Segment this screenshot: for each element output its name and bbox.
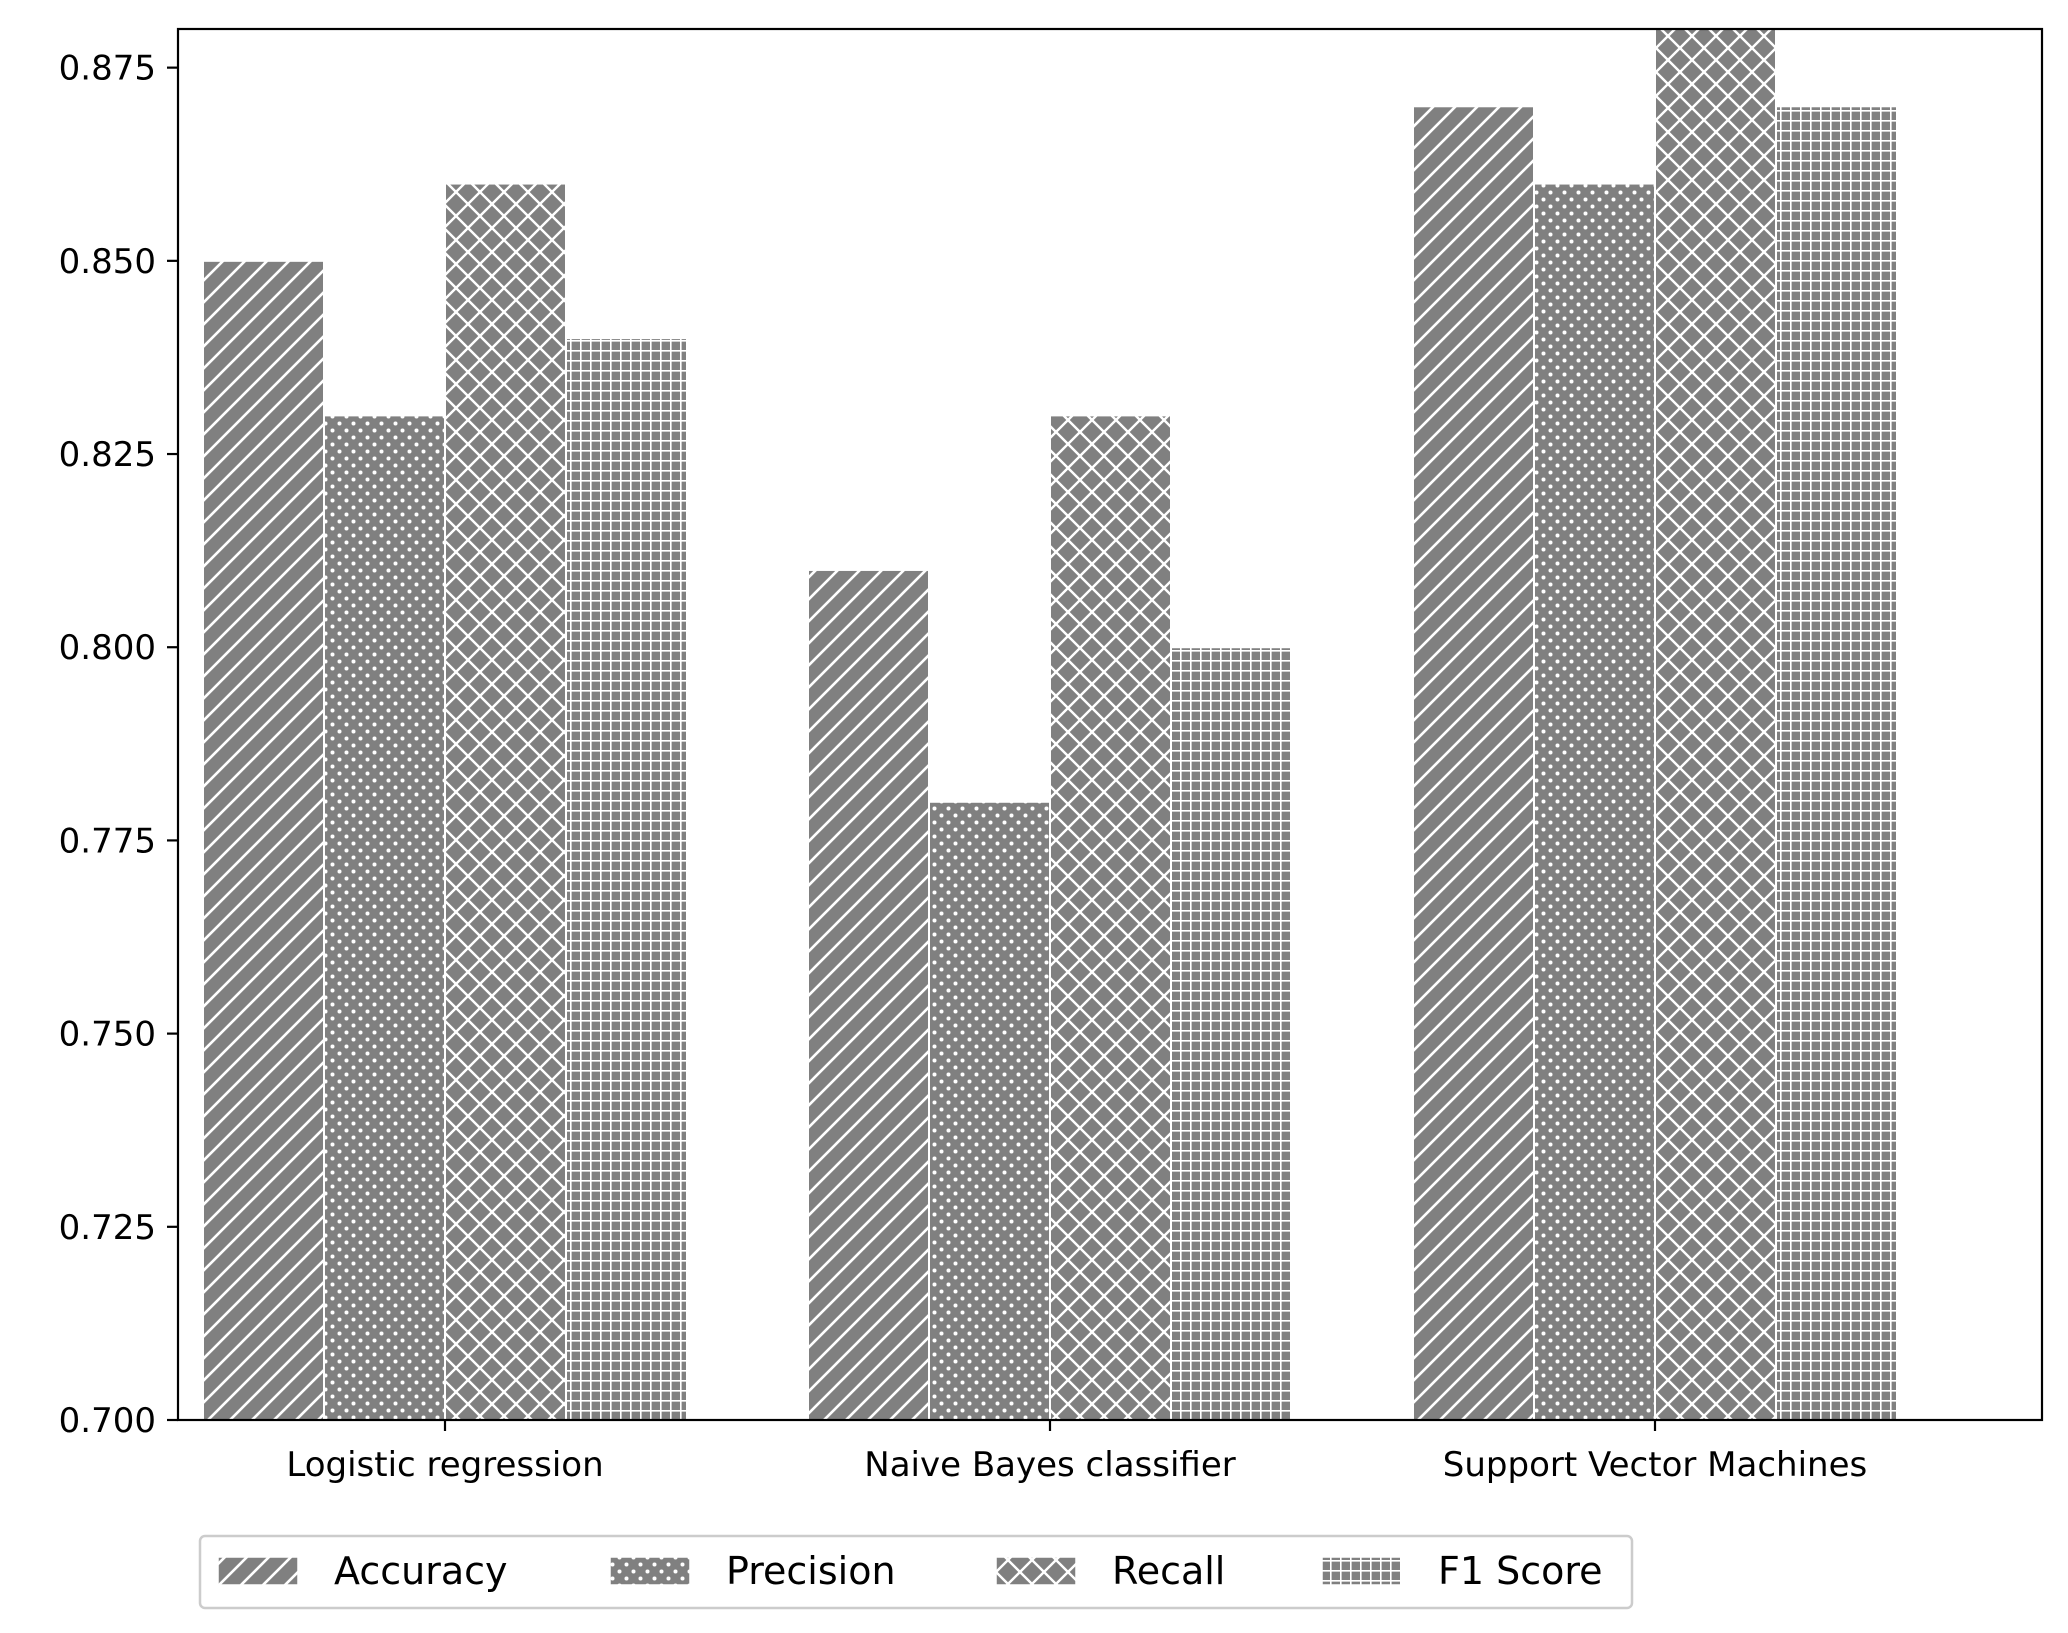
y-tick-label: 0.875: [59, 49, 156, 89]
legend-swatch: [217, 1556, 299, 1586]
legend-label: Accuracy: [334, 1549, 508, 1593]
bars: [202, 28, 1898, 1422]
legend-label: Precision: [726, 1549, 896, 1593]
x-tick-label: Support Vector Machines: [1443, 1445, 1867, 1485]
y-tick-label: 0.850: [59, 242, 156, 282]
legend-frame: [198, 1534, 1634, 1610]
legend-item-precision: Precision: [609, 1549, 896, 1593]
legend-item-f1-score: F1 Score: [1321, 1549, 1603, 1593]
legend-item-recall: Recall: [995, 1549, 1225, 1593]
legend-item-accuracy: Accuracy: [217, 1549, 508, 1593]
y-tick-label: 0.750: [59, 1015, 156, 1055]
plot-area-frame: [176, 27, 2044, 1422]
y-tick-label: 0.775: [59, 821, 156, 861]
bar-recall-naive-bayes-classifier: [1049, 414, 1172, 1421]
legend: Accuracy Precision Recall F1 Score: [198, 1534, 1634, 1610]
bar-accuracy-support-vector-machines: [1412, 105, 1535, 1421]
bar-f1-score-naive-bayes-classifier: [1170, 646, 1293, 1421]
bar-accuracy-naive-bayes-classifier: [807, 568, 930, 1421]
bar-f1-score-logistic-regression: [565, 337, 688, 1422]
x-tick-label: Naive Bayes classifier: [864, 1445, 1235, 1485]
legend-swatch: [1321, 1556, 1403, 1586]
bar-recall-support-vector-machines: [1654, 28, 1777, 1421]
bar-f1-score-support-vector-machines: [1775, 105, 1898, 1421]
legend-swatch: [995, 1556, 1077, 1586]
bar-precision-logistic-regression: [323, 414, 446, 1421]
bar-precision-support-vector-machines: [1533, 182, 1656, 1422]
legend-label: F1 Score: [1438, 1549, 1603, 1593]
y-tick-label: 0.800: [59, 628, 156, 668]
legend-swatch: [609, 1556, 691, 1586]
bar-recall-logistic-regression: [444, 182, 567, 1422]
y-tick-label: 0.825: [59, 435, 156, 475]
y-axis: 0.700 0.725 0.750 0.775 0.800 0.825 0.850 0.875: [59, 49, 178, 1441]
y-tick-label: 0.700: [59, 1401, 156, 1441]
x-tick-label: Logistic regression: [286, 1445, 603, 1485]
bar-accuracy-logistic-regression: [202, 259, 325, 1421]
y-tick-label: 0.725: [59, 1208, 156, 1248]
bar-precision-naive-bayes-classifier: [928, 800, 1051, 1421]
legend-label: Recall: [1112, 1549, 1225, 1593]
x-axis: Logistic regression Naive Bayes classifie…: [286, 1420, 1867, 1485]
